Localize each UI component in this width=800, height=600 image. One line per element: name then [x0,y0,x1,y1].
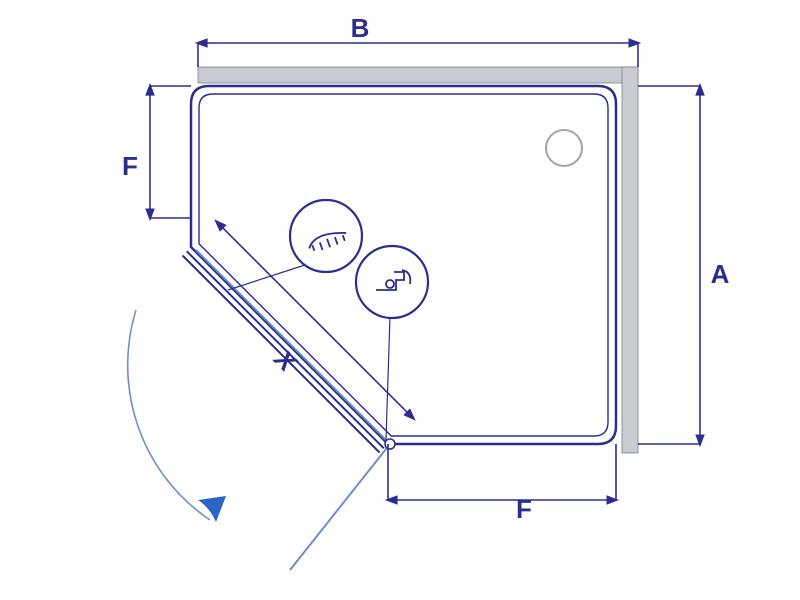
technical-drawing: B A F F X [0,0,800,600]
label-X: X [267,342,303,378]
door-open-edge [290,444,390,570]
swing-arrow-icon [198,496,226,522]
label-A: A [711,259,730,289]
callout-leader-1 [228,264,308,290]
callout-rail-icon [290,200,362,272]
label-B: B [351,13,370,43]
hinge-icon [385,439,395,449]
callout-clamp-icon [356,246,428,318]
dimension-F-top: F [122,86,191,218]
callout-leader-2 [386,316,390,440]
label-F-top: F [122,151,138,181]
dimension-A: A [638,86,730,444]
label-F-bottom: F [516,494,532,524]
door-swing-arc [128,310,210,520]
dimension-F-bottom: F [388,444,616,524]
wall-right [622,67,638,453]
dimension-B: B [198,13,638,67]
drain-icon [546,130,582,166]
wall-top [198,67,638,83]
